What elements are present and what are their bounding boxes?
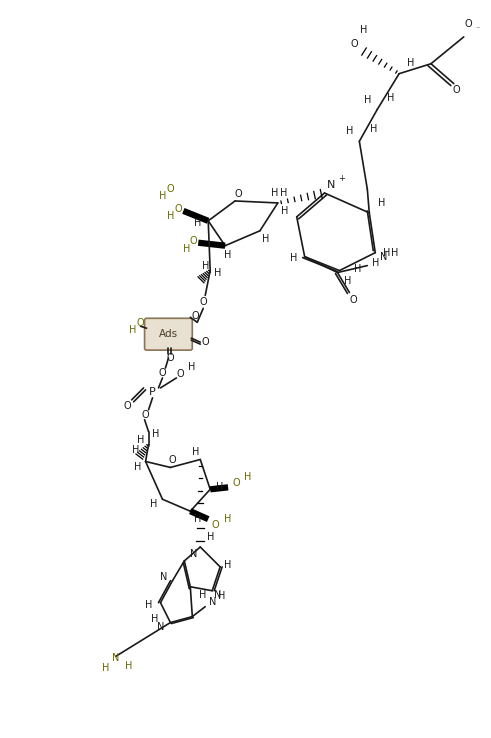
Text: N: N [327, 180, 336, 190]
Text: O: O [201, 337, 209, 347]
Text: N: N [215, 590, 222, 600]
Text: N: N [190, 549, 197, 559]
Text: N: N [157, 621, 164, 632]
Text: H: H [280, 188, 287, 198]
Text: H: H [191, 446, 199, 457]
Text: H: H [193, 218, 201, 228]
Text: H: H [207, 532, 214, 542]
Text: O: O [177, 369, 184, 379]
Text: +: + [338, 173, 345, 182]
Text: Ads: Ads [159, 329, 178, 339]
Text: O: O [190, 235, 197, 246]
Text: H: H [391, 248, 399, 258]
Text: O: O [191, 311, 199, 321]
Text: H: H [271, 188, 278, 198]
Text: O: O [211, 520, 219, 530]
Text: H: H [346, 126, 353, 137]
Text: H: H [137, 435, 144, 444]
Text: O: O [465, 19, 472, 29]
Text: H: H [145, 600, 152, 610]
Text: H: H [344, 275, 351, 286]
Text: H: H [125, 661, 133, 672]
Text: N: N [380, 252, 387, 262]
Text: H: H [198, 590, 206, 600]
Text: O: O [234, 189, 242, 199]
Text: H: H [183, 244, 190, 254]
Text: O: O [166, 184, 174, 194]
Text: O: O [168, 455, 176, 466]
Text: P: P [149, 387, 156, 397]
Text: H: H [224, 560, 232, 570]
Text: H: H [372, 258, 379, 268]
Text: H: H [102, 663, 109, 673]
Text: H: H [167, 211, 174, 221]
Text: H: H [134, 463, 141, 472]
Text: O: O [199, 297, 207, 308]
Text: H: H [152, 429, 159, 438]
Text: N: N [160, 572, 167, 582]
Text: H: H [217, 483, 224, 492]
Text: O: O [232, 478, 240, 489]
Text: O: O [124, 401, 132, 411]
Text: H: H [201, 261, 209, 271]
Text: H: H [245, 472, 252, 483]
Text: O: O [166, 353, 174, 363]
Text: O: O [137, 318, 144, 328]
Text: H: H [129, 325, 136, 335]
Text: H: H [387, 92, 395, 103]
Text: O: O [351, 39, 358, 49]
Text: H: H [370, 125, 377, 134]
Text: O: O [453, 85, 461, 94]
Text: H: H [193, 514, 201, 524]
Text: H: H [364, 94, 371, 105]
Text: H: H [281, 206, 289, 216]
Text: O: O [175, 204, 182, 214]
Text: ⁻: ⁻ [475, 24, 480, 33]
Text: H: H [262, 234, 270, 244]
Text: H: H [359, 25, 367, 35]
Text: O: O [350, 295, 357, 306]
Text: H: H [224, 514, 232, 524]
Text: H: H [215, 268, 222, 277]
Text: H: H [378, 198, 385, 208]
Text: O: O [159, 368, 166, 378]
Text: H: H [224, 249, 232, 260]
Text: H: H [290, 252, 298, 263]
Text: H: H [188, 362, 195, 372]
Text: H: H [408, 58, 415, 68]
Text: H: H [159, 191, 166, 201]
Text: H: H [382, 248, 390, 258]
Text: H: H [132, 444, 139, 455]
FancyBboxPatch shape [144, 318, 192, 350]
Text: N: N [209, 597, 216, 607]
Text: H: H [151, 613, 158, 624]
Text: H: H [218, 590, 226, 601]
Text: O: O [142, 410, 149, 420]
Text: H: H [354, 263, 361, 274]
Text: N: N [112, 653, 119, 663]
Text: H: H [150, 499, 157, 509]
